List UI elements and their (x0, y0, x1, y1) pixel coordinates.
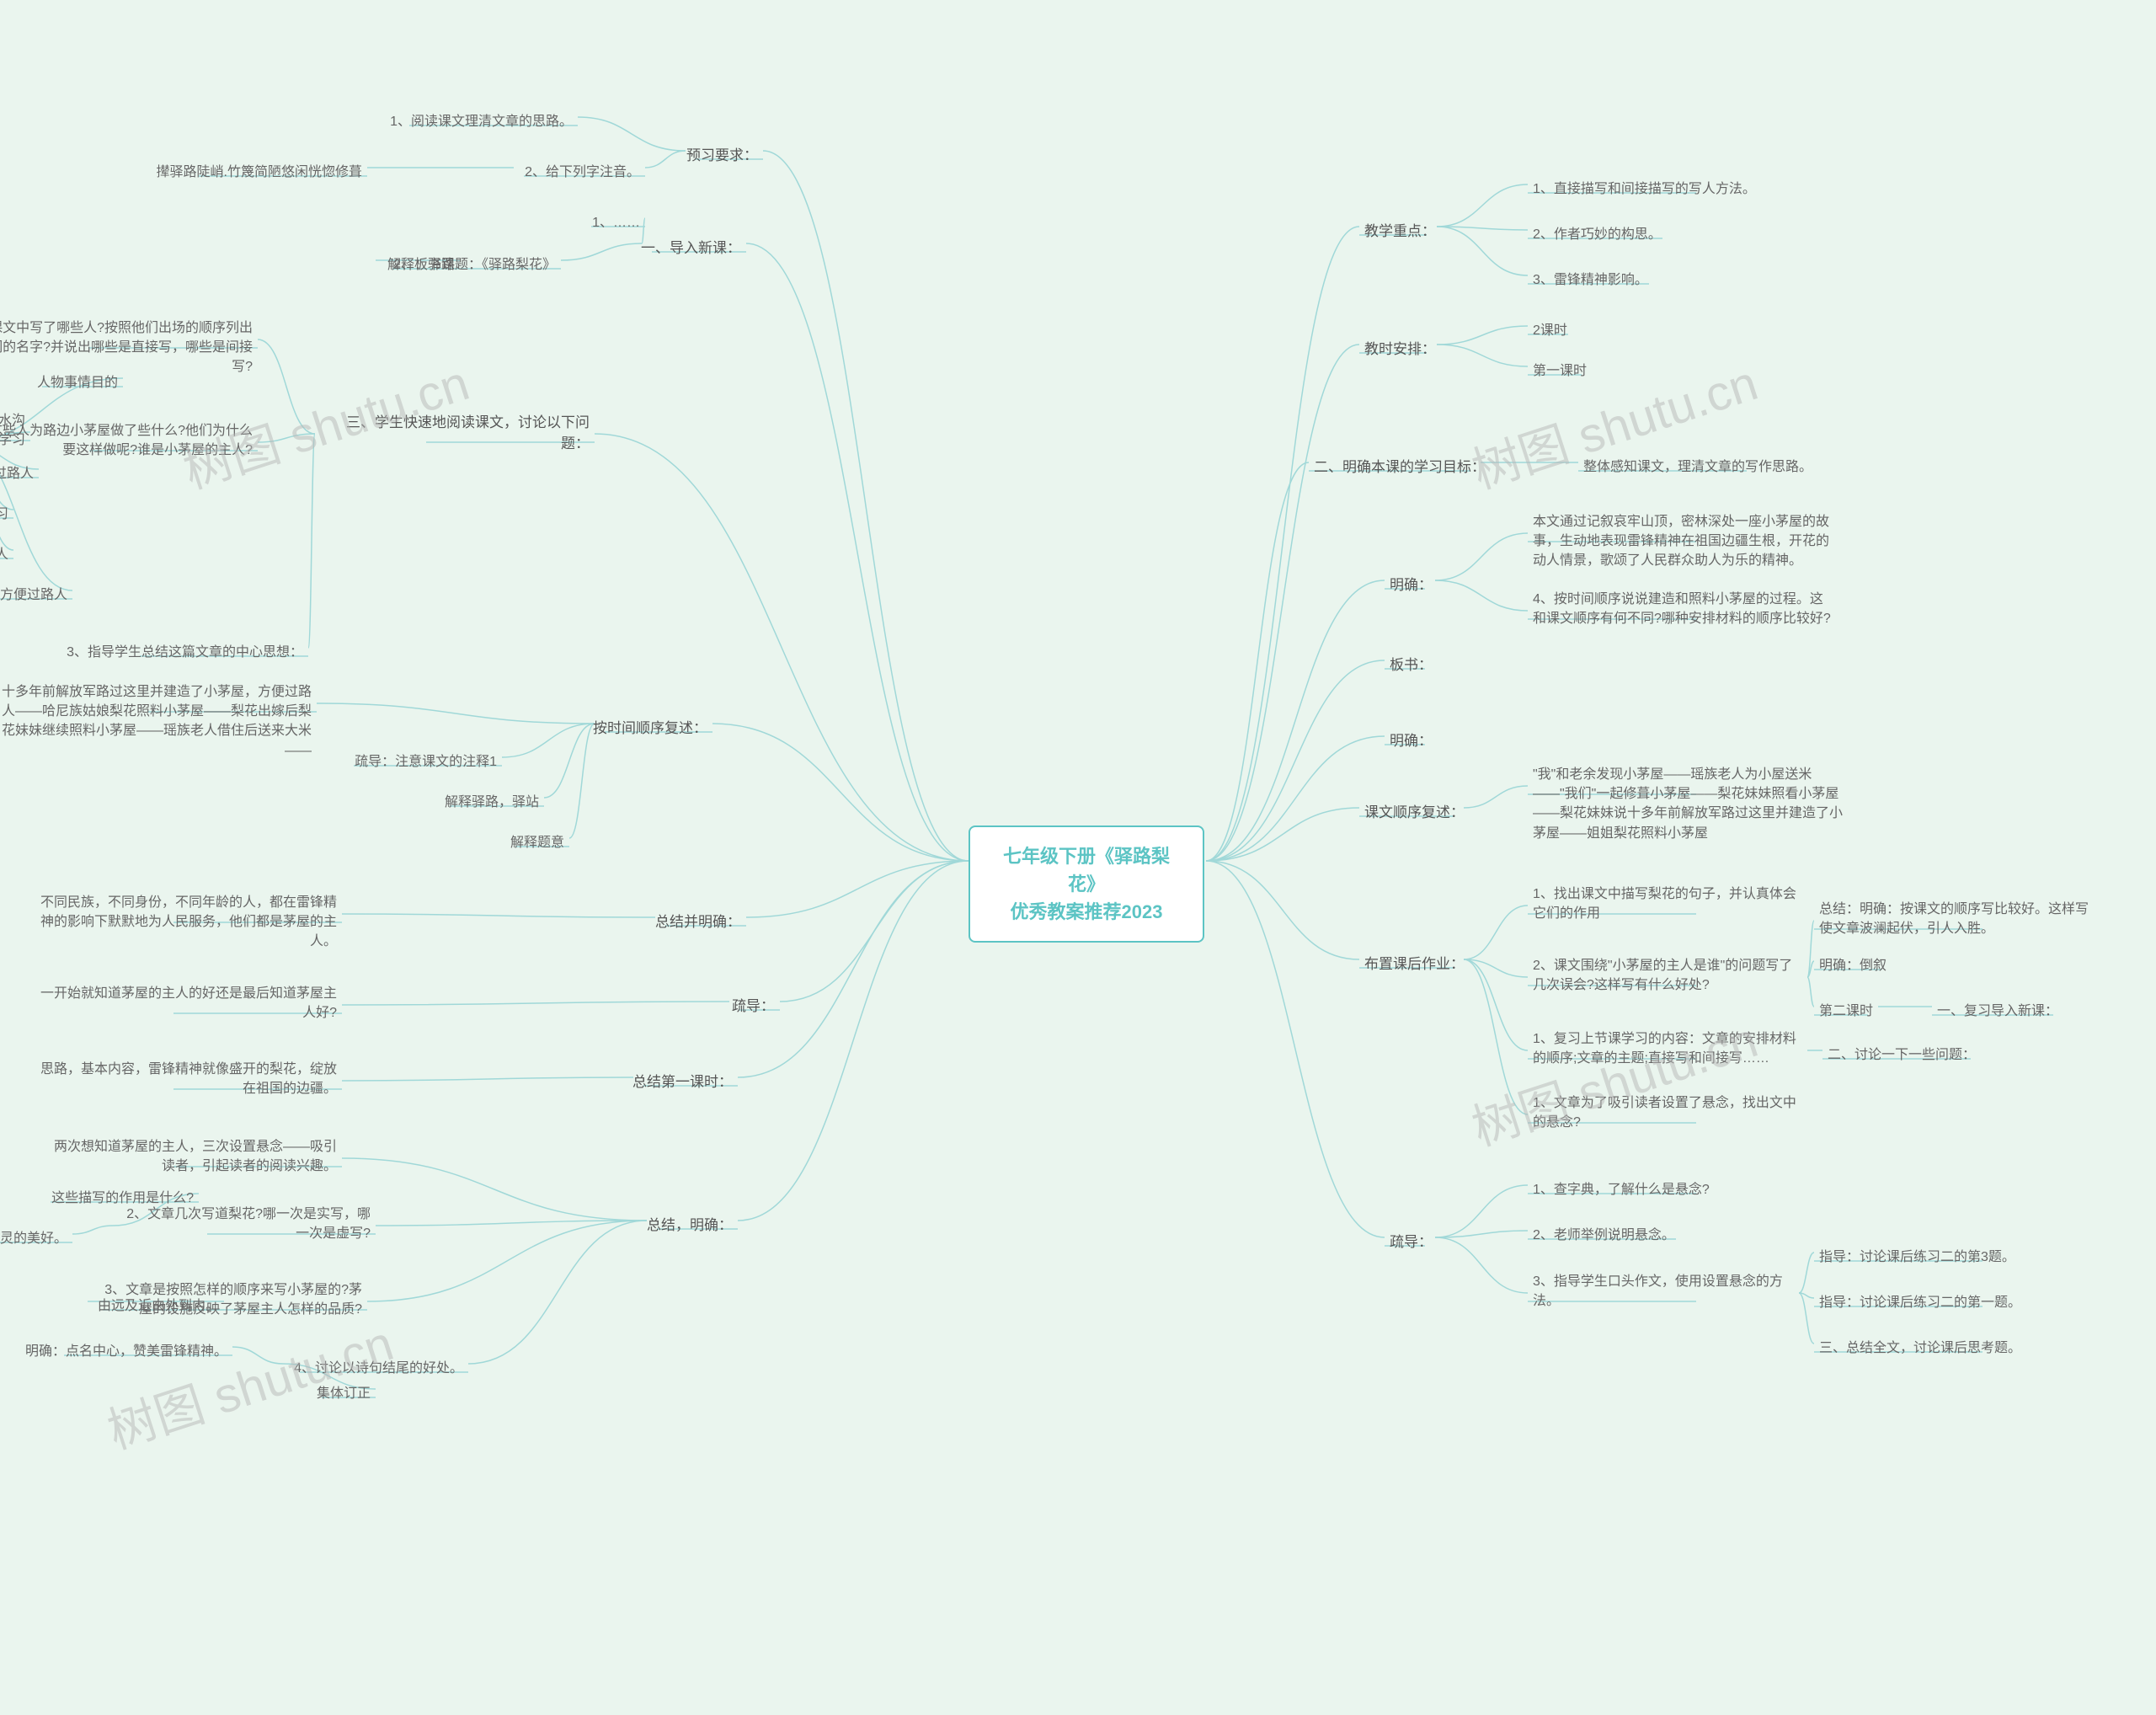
mindmap-node: 瑶族老人专门送粮食来方便过路人 (0, 462, 34, 482)
mindmap-node: 两次想知道茅屋的主人，三次设置悬念——吸引读者，引起读者的阅读兴趣。 (51, 1137, 337, 1176)
mindmap-node: 2、文章几次写道梨花?哪一次是实写，哪一次是虚写? (118, 1205, 371, 1243)
mindmap-node: 教时安排： (1364, 337, 1436, 358)
center-line2: 优秀教案推荐2023 (994, 898, 1179, 926)
mindmap-node: (梨花)照料小茅屋方便过路人 (0, 583, 67, 603)
mindmap-node: 第二课时 (1819, 999, 1873, 1019)
mindmap-node: 思路，基本内容，雷锋精神就像盛开的梨花，绽放在祖国的边疆。 (34, 1060, 337, 1098)
mindmap-node: 三、总结全文，讨论课后思考题。 (1819, 1336, 2021, 1356)
mindmap-node: 2、老师举例说明悬念。 (1533, 1223, 1675, 1243)
mindmap-node: 1、复习上节课学习的内容：文章的安排材料的顺序;文章的主题;直接写和间接写…… (1533, 1029, 1802, 1068)
mindmap-node: 2、这些人为路边小茅屋做了些什么?他们为什么要这样做呢?谁是小茅屋的主人? (0, 421, 253, 460)
mindmap-node: "我"和老余给房顶加草，挖排水沟向哈尼小姑娘学习 (0, 411, 25, 450)
mindmap-node: 板书： (1390, 653, 1433, 674)
mindmap-node: 总结：明确：按课文的顺序写比较好。这样写使文章波澜起伏，引人入胜。 (1819, 900, 2097, 938)
mindmap-node: 1、直接描写和间接描写的写人方法。 (1533, 177, 1756, 197)
mindmap-node: 明确： (1390, 729, 1433, 750)
center-line1: 七年级下册《驿路梨花》 (994, 842, 1179, 898)
mindmap-node: 人物事情目的 (37, 371, 118, 391)
mindmap-node: 解释：驿路 (387, 253, 455, 273)
mindmap-node: 3、指导学生口头作文，使用设置悬念的方法。 (1533, 1272, 1794, 1311)
mindmap-node: 教学重点： (1364, 219, 1436, 240)
mindmap-node: 指导：讨论课后练习二的第一题。 (1819, 1290, 2021, 1311)
mindmap-node: 1、找出课文中描写梨花的句子，并认真体会它们的作用 (1533, 884, 1802, 923)
mindmap-node: 总结并明确： (655, 910, 741, 931)
mindmap-node: 指导：讨论课后练习二的第3题。 (1819, 1245, 2015, 1265)
mindmap-node: 三、学生快速地阅读课文，讨论以下问题： (320, 413, 590, 454)
mindmap-node: 由远及近由外到内。 (98, 1294, 219, 1314)
mindmap-node: 明确： (1390, 573, 1433, 594)
mindmap-node: 1、…… (592, 211, 640, 231)
mindmap-node: 总结：赞美雷锋精神，衬托人物心灵的美好。 (0, 1226, 67, 1247)
mindmap-node: 3、指导学生总结这篇文章的中心思想： (67, 640, 303, 660)
mindmap-node: 4、讨论以诗句结尾的好处。 (294, 1356, 463, 1376)
mindmap-node: 二、讨论一下一些问题： (1828, 1043, 1976, 1063)
mindmap-node: 明确：点名中心，赞美雷锋精神。 (25, 1339, 227, 1360)
mindmap-node: 疏导： (732, 994, 775, 1015)
mindmap-node: 这些描写的作用是什么? (51, 1186, 194, 1206)
mindmap-node: 整体感知课文，理清文章的写作思路。 (1583, 455, 1812, 475)
mindmap-node: 一开始就知道茅屋的主人的好还是最后知道茅屋主人好? (34, 984, 337, 1023)
mindmap-node: 疏导： (1390, 1230, 1433, 1251)
mindmap-node: 3、雷锋精神影响。 (1533, 268, 1648, 288)
mindmap-node: 不同民族，不同身份，不同年龄的人，都在雷锋精神的影响下默默地为人民服务，他们都是… (34, 893, 337, 952)
mindmap-node: 十多年前解放军路过这里并建造了小茅屋，方便过路人——哈尼族姑娘梨花照料小茅屋——… (0, 682, 312, 761)
mindmap-node: 二、明确本课的学习目标： (1314, 455, 1486, 476)
mindmap-node: 1、文章为了吸引读者设置了悬念，找出文中的悬念? (1533, 1093, 1802, 1132)
mindmap-node: 按时间顺序复述： (593, 716, 707, 737)
mindmap-node: 1、课文中写了哪些人?按照他们出场的顺序列出他们的名字?并说出哪些是直接写，哪些… (0, 318, 253, 377)
mindmap-node: (解放军)建造小茅屋向雷锋学习，方便过路人 (0, 542, 8, 563)
mindmap-node: 本文通过记叙哀牢山顶，密林深处一座小茅屋的故事，生动地表现雷锋精神在祖国边疆生根… (1533, 512, 1836, 571)
watermark: 树图 shutu.cn (1462, 344, 1765, 502)
mindmap-node: 第一课时 (1533, 359, 1587, 379)
mindmap-node: 总结，明确： (647, 1213, 733, 1234)
mindmap-node: 解释题意 (510, 831, 564, 851)
mindmap-node: 撵驿路陡峭.竹篾简陋悠闲恍惚修葺 (157, 160, 362, 180)
mindmap-node: "我"和老余发现小茅屋——瑶族老人为小屋送米——"我们"一起修葺小茅屋——梨花妹… (1533, 765, 1844, 843)
mindmap-node: 课文顺序复述： (1364, 800, 1465, 821)
center-root-node: 七年级下册《驿路梨花》 优秀教案推荐2023 (969, 825, 1204, 943)
mindmap-node: 疏导：注意课文的注释1 (355, 750, 497, 770)
mindmap-node: 4、按时间顺序说说建造和照料小茅屋的过程。这和课文顺序有何不同?哪种安排材料的顺… (1533, 590, 1836, 628)
mindmap-node: 一、复习导入新课： (1937, 999, 2058, 1019)
mindmap-node: 1、阅读课文理清文章的思路。 (390, 110, 573, 130)
mindmap-node: 2、作者巧妙的构思。 (1533, 222, 1662, 243)
mindmap-node: 布置课后作业： (1364, 952, 1465, 973)
mindmap-node: 总结第一课时： (632, 1070, 733, 1091)
mindmap-node: 2、课文围绕"小茅屋的主人是谁"的问题写了几次误会?这样写有什么好处? (1533, 956, 1802, 995)
mindmap-node: 1、查字典，了解什么是悬念? (1533, 1178, 1710, 1198)
mindmap-node: 集体订正 (317, 1381, 371, 1402)
mindmap-node: 明确：倒叙 (1819, 954, 1886, 974)
mindmap-node: 预习要求： (686, 143, 758, 164)
mindmap-node: 解释驿路，驿站 (445, 790, 539, 810)
mindmap-node: 一、导入新课： (641, 236, 741, 257)
mindmap-node: 2课时 (1533, 318, 1567, 339)
mindmap-node: 哈尼小姑娘照料小茅屋向解放军和姐姐学习 (0, 502, 8, 522)
watermark: 树图 shutu.cn (1462, 1001, 1765, 1159)
mindmap-node: 2、给下列字注音。 (525, 160, 640, 180)
